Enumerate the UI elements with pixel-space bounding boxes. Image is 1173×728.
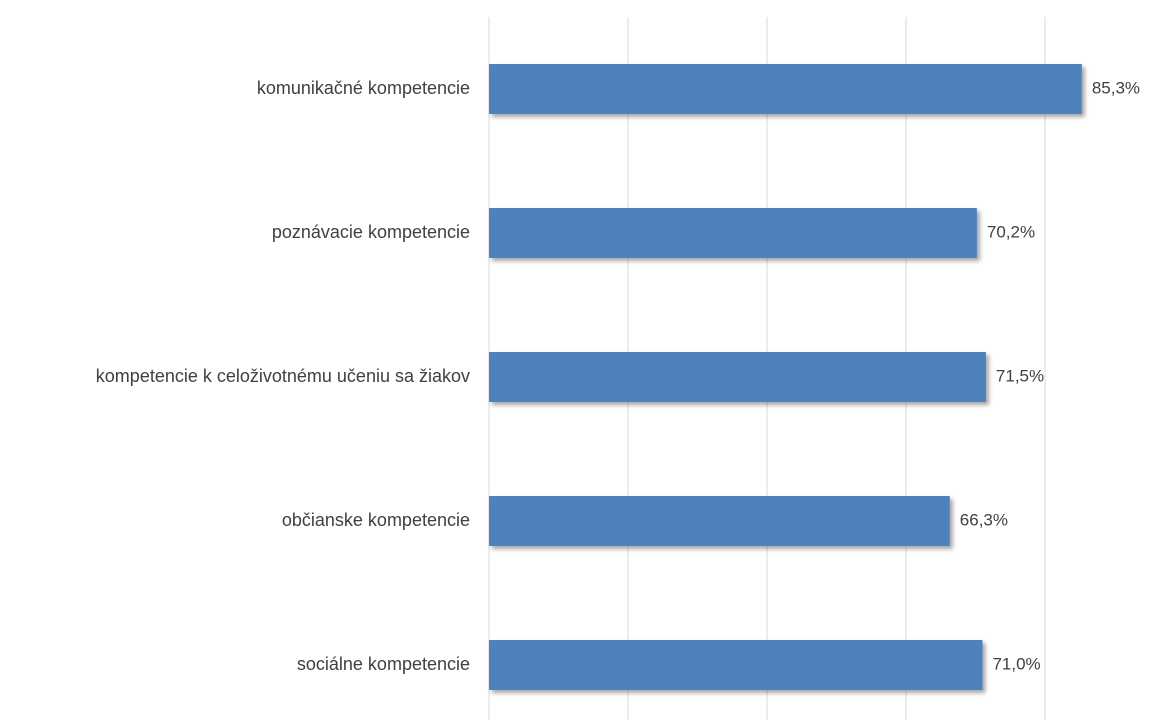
- category-label: komunikačné kompetencie: [257, 78, 470, 98]
- category-label: kompetencie k celoživotnému učeniu sa ži…: [96, 366, 470, 386]
- value-label: 70,2%: [987, 222, 1035, 241]
- value-label: 66,3%: [960, 510, 1008, 529]
- value-label: 71,5%: [996, 366, 1044, 385]
- value-label: 71,0%: [992, 654, 1040, 673]
- bar: [489, 640, 983, 690]
- category-label: sociálne kompetencie: [297, 654, 470, 674]
- category-label: poznávacie kompetencie: [272, 222, 470, 242]
- bar: [489, 64, 1082, 114]
- bar: [489, 352, 986, 402]
- bar: [489, 208, 977, 258]
- category-label: občianske kompetencie: [282, 510, 470, 530]
- bar: [489, 496, 950, 546]
- value-label: 85,3%: [1092, 78, 1140, 97]
